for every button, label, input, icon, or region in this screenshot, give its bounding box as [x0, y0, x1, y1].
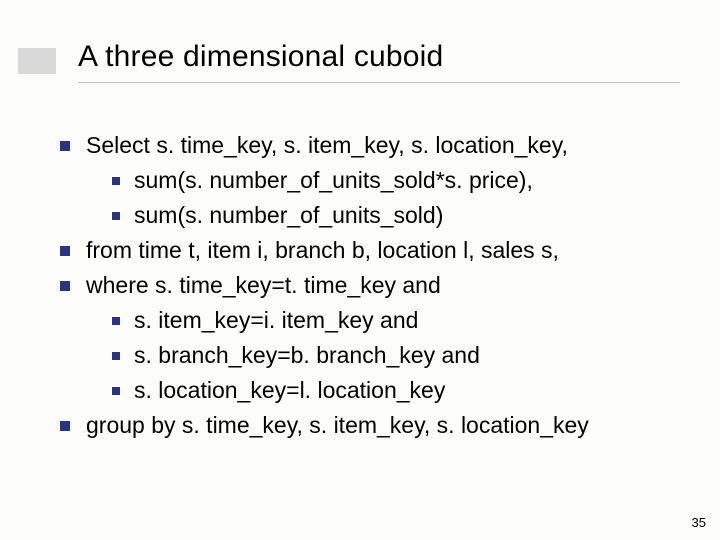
- slide-title: A three dimensional cuboid: [78, 40, 680, 74]
- accent-bar: [18, 48, 56, 74]
- bullet-icon: [112, 177, 120, 185]
- list-item: group by s. time_key, s. item_key, s. lo…: [60, 410, 680, 441]
- list-item-text: group by s. time_key, s. item_key, s. lo…: [86, 410, 589, 441]
- list-item-text: s. item_key=i. item_key and: [134, 305, 418, 336]
- bullet-icon: [112, 352, 120, 360]
- list-item-text: sum(s. number_of_units_sold): [134, 200, 443, 231]
- list-item: where s. time_key=t. time_key and: [60, 270, 680, 301]
- list-item-text: Select s. time_key, s. item_key, s. loca…: [86, 130, 568, 161]
- list-item-text: from time t, item i, branch b, location …: [86, 235, 559, 266]
- bullet-icon: [60, 246, 70, 256]
- list-item-text: where s. time_key=t. time_key and: [86, 270, 441, 301]
- slide-title-wrap: A three dimensional cuboid: [78, 40, 680, 74]
- list-item: s. item_key=i. item_key and: [112, 305, 680, 336]
- list-item: from time t, item i, branch b, location …: [60, 235, 680, 266]
- bullet-icon: [60, 421, 70, 431]
- slide: A three dimensional cuboid Select s. tim…: [0, 0, 720, 540]
- title-underline: [78, 82, 680, 83]
- list-item: sum(s. number_of_units_sold): [112, 200, 680, 231]
- list-item: s. branch_key=b. branch_key and: [112, 340, 680, 371]
- list-item-text: s. branch_key=b. branch_key and: [134, 340, 480, 371]
- slide-content: Select s. time_key, s. item_key, s. loca…: [60, 130, 680, 445]
- list-item: Select s. time_key, s. item_key, s. loca…: [60, 130, 680, 161]
- list-item-text: s. location_key=l. location_key: [134, 375, 445, 406]
- bullet-icon: [112, 317, 120, 325]
- list-item-text: sum(s. number_of_units_sold*s. price),: [134, 165, 533, 196]
- list-item: sum(s. number_of_units_sold*s. price),: [112, 165, 680, 196]
- bullet-icon: [60, 281, 70, 291]
- bullet-icon: [112, 387, 120, 395]
- bullet-icon: [60, 141, 70, 151]
- bullet-icon: [112, 212, 120, 220]
- list-item: s. location_key=l. location_key: [112, 375, 680, 406]
- page-number: 35: [692, 515, 706, 530]
